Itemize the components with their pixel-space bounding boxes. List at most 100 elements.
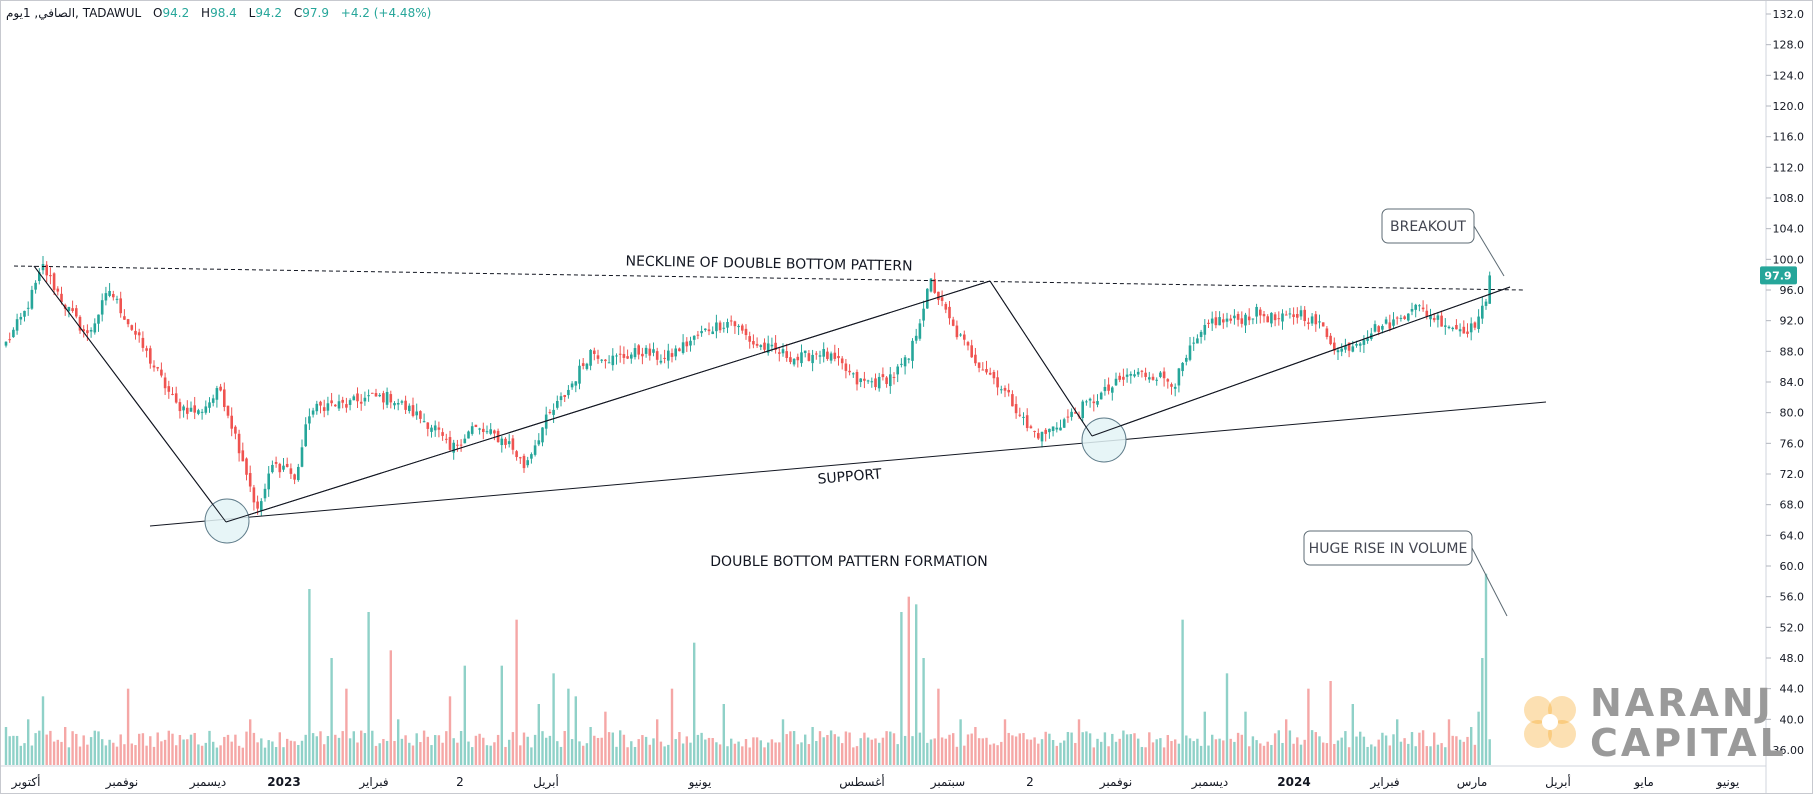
volume-bar	[315, 736, 318, 765]
legend-symbol[interactable]: الصافي	[38, 6, 76, 20]
candle-body	[889, 374, 892, 387]
volume-bar	[156, 732, 159, 765]
candle-body	[182, 406, 185, 411]
candle-body	[1114, 378, 1118, 386]
volume-bar	[611, 732, 614, 765]
volume-bar	[1044, 731, 1047, 765]
candle-body	[933, 279, 936, 293]
volume-bar	[415, 733, 418, 765]
candle-body	[1129, 373, 1133, 376]
volume-bar	[297, 744, 300, 765]
volume-bar	[1429, 746, 1432, 765]
candle-body	[41, 264, 45, 271]
volume-bar	[304, 734, 307, 765]
candle-body	[596, 355, 600, 359]
volume-bar	[493, 742, 496, 765]
candle-body	[618, 353, 622, 355]
legend-interval[interactable]: 1يوم	[6, 6, 31, 20]
candle-body	[1107, 384, 1110, 391]
time-tick-label: أبريل	[1545, 774, 1571, 790]
candle-body	[200, 411, 204, 413]
candle-body	[759, 345, 763, 348]
volume-bar	[992, 743, 996, 765]
candle-body	[1007, 389, 1010, 393]
candle-body	[567, 389, 570, 396]
candle-body	[137, 332, 141, 336]
candle-body	[988, 372, 992, 375]
candle-body	[189, 407, 193, 412]
candle-body	[1381, 325, 1384, 330]
candle-body	[1436, 315, 1440, 320]
volume-bar	[1207, 745, 1210, 765]
volume-bar	[1070, 732, 1073, 765]
time-tick-label: أبريل	[533, 774, 559, 790]
candle-body	[311, 410, 315, 415]
candle-body	[93, 323, 97, 333]
volume-bar	[8, 736, 11, 765]
candle-body	[1247, 316, 1251, 321]
candle-body	[1122, 376, 1125, 380]
volume-bar	[511, 732, 515, 765]
volume-bar	[700, 732, 703, 765]
candle-body	[1240, 318, 1244, 324]
candle-body	[445, 438, 448, 440]
candle-body	[1384, 319, 1388, 324]
volume-bar	[1033, 737, 1036, 765]
volume-bar	[556, 741, 559, 765]
volume-bar	[1107, 746, 1110, 765]
candle-body	[655, 351, 659, 360]
candle-body	[345, 404, 348, 408]
candle-body	[71, 308, 74, 312]
candle-body	[559, 396, 563, 401]
candle-body	[659, 360, 663, 363]
candle-body	[12, 329, 15, 338]
price-tick-label: 56.0	[1780, 591, 1805, 604]
time-tick-label: 2023	[267, 775, 300, 789]
volume-bar	[500, 665, 503, 765]
candle-body	[837, 356, 840, 359]
volume-bar	[97, 731, 100, 765]
volume-bar	[663, 746, 666, 765]
price-axis[interactable]: 132.0 128.0 124.0 120.0 116.0 112.0 108.0 104.0…	[1766, 8, 1804, 757]
candle-body	[1188, 345, 1192, 360]
candle-body	[1207, 322, 1210, 324]
candle-body	[1162, 371, 1166, 379]
volume-bar	[815, 741, 818, 765]
volume-bar	[689, 742, 692, 765]
price-tick-label: 132.0	[1773, 8, 1805, 21]
candle-body	[1199, 331, 1203, 338]
volume-bar	[212, 741, 215, 765]
volume-bar	[567, 688, 570, 765]
volume-bar	[323, 744, 326, 765]
candle-body	[1148, 377, 1151, 380]
time-axis[interactable]: أكتوبر نوفمبر ديسمبر 2023 فبراير 2 أبريل يونيو أ…	[11, 774, 1740, 790]
volume-bar	[352, 731, 355, 765]
candle-body	[448, 437, 452, 450]
candle-body	[815, 353, 818, 355]
candle-body	[285, 463, 289, 467]
volume-bar	[800, 742, 803, 765]
volume-bar	[1007, 732, 1010, 765]
candle-body	[785, 351, 788, 358]
volume-bar	[1055, 745, 1058, 765]
time-tick-label: نوفمبر	[105, 775, 138, 790]
candle-body	[692, 335, 696, 340]
volume-bar	[411, 745, 415, 765]
volume-bar	[733, 743, 737, 765]
volume-bar	[422, 730, 426, 765]
candle-body	[4, 341, 8, 346]
volume-bar	[15, 735, 19, 765]
volume-bar	[985, 737, 988, 765]
candle-body	[304, 424, 307, 447]
volume-bar	[260, 738, 263, 765]
candle-body	[670, 353, 674, 357]
volume-bar	[1111, 733, 1114, 765]
volume-bar	[948, 734, 951, 765]
candle-body	[385, 392, 389, 405]
candlestick-series	[4, 255, 1491, 517]
legend-low-label: L	[248, 6, 256, 20]
volume-bar	[112, 742, 115, 765]
candle-body	[1081, 401, 1084, 419]
volume-bar	[852, 747, 855, 765]
